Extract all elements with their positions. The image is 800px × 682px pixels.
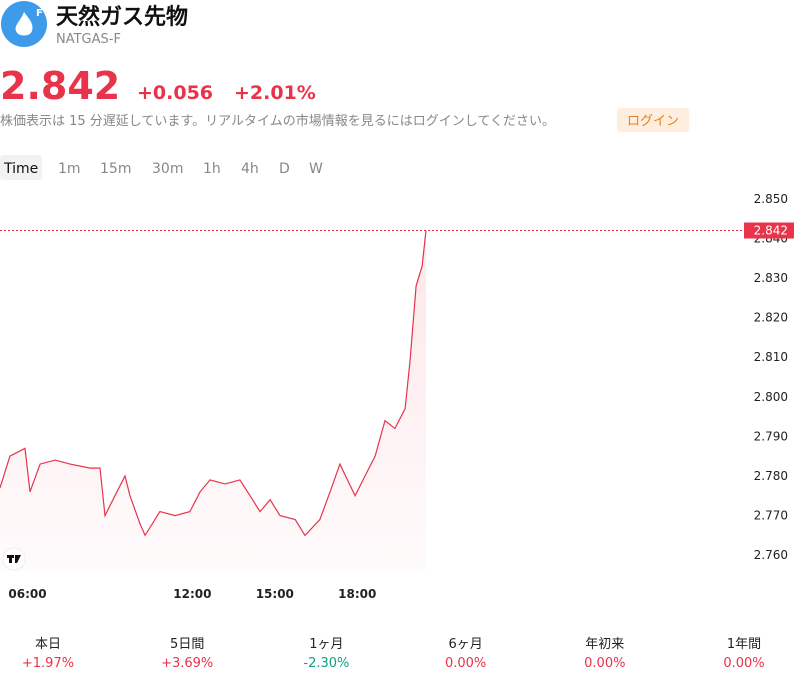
period-label[interactable]: 1ヶ月 [309, 637, 343, 652]
tv-logo [2, 547, 26, 571]
timeframe-bar: Time 1m 15m 30m 1h 4h D W [0, 155, 323, 180]
period-label[interactable]: 5日間 [170, 637, 204, 652]
y-tick-label: 2.850 [754, 192, 788, 206]
period-value[interactable]: 0.00% [445, 656, 486, 671]
chart: 2.760 2.770 2.780 2.790 2.800 2.810 2.820 2.830… [0, 192, 794, 601]
timeframe-active-bg[interactable] [0, 155, 42, 180]
login-button[interactable] [617, 108, 689, 132]
x-tick-label: 12:00 [173, 587, 211, 601]
flame-icon [15, 12, 33, 36]
period-value[interactable]: -2.30% [303, 656, 349, 671]
y-tick-label: 2.790 [754, 429, 788, 443]
last-price-box [744, 222, 794, 239]
last-price-label: 2.842 [754, 224, 788, 238]
delay-notice: 株価表示は 15 分遅延しています。リアルタイムの市場情報を見るにはログインして… [0, 113, 555, 129]
login-text[interactable]: ログイン [627, 114, 679, 129]
timeframe[interactable]: 1h [203, 161, 221, 177]
period-value[interactable]: 0.00% [584, 656, 625, 671]
y-tick-label: 2.820 [754, 311, 788, 325]
y-tick-label: 2.770 [754, 509, 788, 523]
timeframe[interactable]: 30m [152, 161, 183, 177]
y-tick-label: 2.800 [754, 390, 788, 404]
price-change: +0.056 [137, 82, 213, 104]
title: 天然ガス先物 [56, 4, 188, 30]
ticker: NATGAS-F [56, 32, 121, 47]
timeframe[interactable]: W [309, 161, 323, 177]
line [0, 230, 427, 537]
timeframe[interactable]: Time [3, 161, 38, 177]
y-tick-label: 2.810 [754, 350, 788, 364]
timeframe[interactable]: 4h [241, 161, 259, 177]
period-value[interactable]: +3.69% [161, 656, 213, 671]
x-tick-label: 18:00 [338, 587, 376, 601]
period-label[interactable]: 6ヶ月 [448, 637, 482, 652]
timeframe[interactable]: D [279, 161, 290, 177]
price: 2.842 [0, 64, 120, 108]
period-value[interactable]: +1.97% [22, 656, 74, 671]
period-label[interactable]: 本日 [35, 637, 61, 652]
performance-row: 本日 +1.97% 5日間 +3.69% 1ヶ月 -2.30% 6ヶ月 0.00% 年初来 0.0… [22, 637, 765, 671]
timeframe[interactable]: 15m [100, 161, 131, 177]
period-label[interactable]: 1年間 [727, 637, 761, 652]
y-tick-label: 2.830 [754, 271, 788, 285]
y-tick-label: 2.760 [754, 548, 788, 562]
price-change-pct: +2.01% [234, 82, 316, 104]
y-tick-label: 2.780 [754, 469, 788, 483]
icon-letter: F [36, 8, 43, 19]
area [0, 230, 426, 571]
period-label[interactable]: 年初来 [585, 637, 624, 652]
timeframe[interactable]: 1m [58, 161, 81, 177]
x-tick-label: 06:00 [8, 587, 46, 601]
period-value[interactable]: 0.00% [723, 656, 764, 671]
x-tick-label: 15:00 [256, 587, 294, 601]
